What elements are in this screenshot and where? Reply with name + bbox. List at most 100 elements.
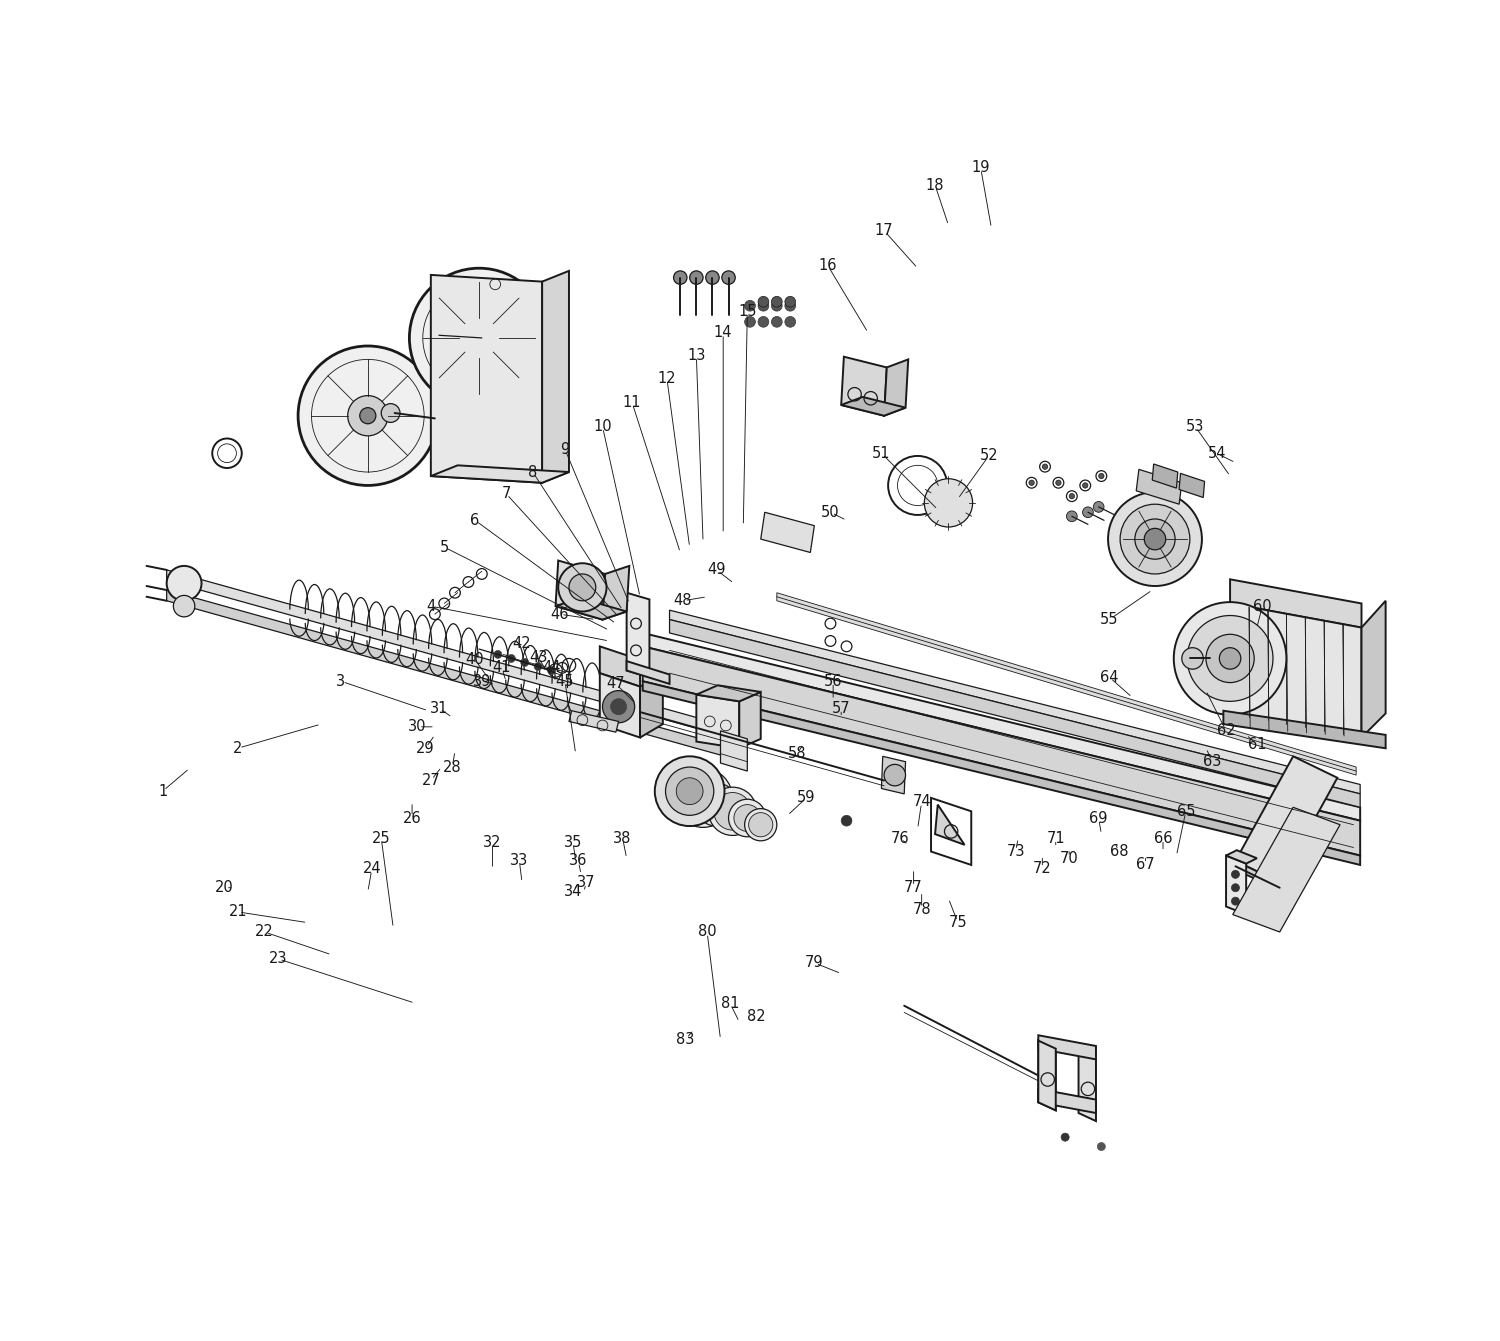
Polygon shape bbox=[1136, 469, 1182, 504]
Circle shape bbox=[729, 799, 766, 837]
Polygon shape bbox=[1236, 861, 1284, 892]
Polygon shape bbox=[1226, 856, 1246, 915]
Text: 50: 50 bbox=[821, 504, 840, 520]
Circle shape bbox=[674, 768, 732, 827]
Circle shape bbox=[748, 813, 772, 837]
Circle shape bbox=[1182, 648, 1203, 669]
Text: 32: 32 bbox=[483, 834, 502, 850]
Polygon shape bbox=[1038, 1041, 1056, 1110]
Circle shape bbox=[1174, 602, 1287, 715]
Polygon shape bbox=[1233, 807, 1340, 932]
Circle shape bbox=[1144, 528, 1166, 550]
Circle shape bbox=[1136, 519, 1174, 559]
Text: 73: 73 bbox=[1007, 843, 1025, 860]
Text: 6: 6 bbox=[471, 512, 480, 528]
Text: 30: 30 bbox=[408, 719, 426, 735]
Circle shape bbox=[1120, 504, 1190, 574]
Circle shape bbox=[681, 776, 724, 819]
Polygon shape bbox=[1226, 850, 1257, 864]
Text: 19: 19 bbox=[972, 160, 990, 176]
Polygon shape bbox=[1152, 464, 1178, 488]
Polygon shape bbox=[1038, 1089, 1096, 1113]
Circle shape bbox=[734, 805, 760, 831]
Text: 56: 56 bbox=[824, 673, 843, 689]
Text: 51: 51 bbox=[871, 445, 891, 461]
Circle shape bbox=[1232, 870, 1239, 878]
Circle shape bbox=[771, 316, 782, 327]
Circle shape bbox=[1220, 648, 1240, 669]
Circle shape bbox=[656, 756, 724, 826]
Circle shape bbox=[1083, 483, 1088, 488]
Text: 60: 60 bbox=[1252, 598, 1272, 614]
Circle shape bbox=[1206, 634, 1254, 683]
Text: 63: 63 bbox=[1203, 754, 1222, 770]
Circle shape bbox=[771, 300, 782, 311]
Text: 61: 61 bbox=[1248, 736, 1266, 752]
Polygon shape bbox=[720, 731, 747, 771]
Text: 59: 59 bbox=[796, 790, 816, 806]
Text: 10: 10 bbox=[592, 418, 612, 434]
Polygon shape bbox=[842, 397, 906, 416]
Circle shape bbox=[360, 408, 376, 424]
Polygon shape bbox=[934, 805, 964, 845]
Polygon shape bbox=[1038, 1041, 1056, 1110]
Text: 66: 66 bbox=[1154, 830, 1173, 846]
Polygon shape bbox=[1179, 473, 1204, 498]
Circle shape bbox=[494, 650, 502, 658]
Circle shape bbox=[784, 296, 795, 307]
Text: 54: 54 bbox=[1208, 445, 1225, 461]
Polygon shape bbox=[1362, 601, 1386, 738]
Circle shape bbox=[744, 809, 777, 841]
Circle shape bbox=[1108, 492, 1202, 586]
Circle shape bbox=[722, 271, 735, 284]
Polygon shape bbox=[542, 271, 568, 483]
Circle shape bbox=[348, 396, 388, 436]
Circle shape bbox=[459, 318, 500, 358]
Polygon shape bbox=[627, 661, 669, 684]
Text: 4: 4 bbox=[426, 598, 435, 614]
Text: 31: 31 bbox=[429, 700, 448, 716]
Circle shape bbox=[298, 346, 438, 485]
Text: 8: 8 bbox=[528, 464, 537, 480]
Text: 65: 65 bbox=[1176, 803, 1196, 819]
Text: 26: 26 bbox=[404, 810, 422, 826]
Text: 72: 72 bbox=[1034, 861, 1052, 877]
Circle shape bbox=[471, 330, 488, 346]
Polygon shape bbox=[642, 633, 1360, 821]
Circle shape bbox=[1232, 884, 1239, 892]
Polygon shape bbox=[555, 598, 627, 620]
Text: 38: 38 bbox=[614, 830, 632, 846]
Text: 11: 11 bbox=[622, 394, 640, 410]
Polygon shape bbox=[642, 646, 1360, 856]
Circle shape bbox=[708, 787, 756, 835]
Polygon shape bbox=[1224, 711, 1386, 748]
Text: 40: 40 bbox=[466, 652, 484, 668]
Circle shape bbox=[410, 268, 549, 408]
Text: 62: 62 bbox=[1216, 723, 1236, 739]
Text: 45: 45 bbox=[555, 673, 574, 689]
Text: 17: 17 bbox=[874, 223, 894, 239]
Polygon shape bbox=[555, 561, 604, 620]
Circle shape bbox=[714, 793, 752, 830]
Polygon shape bbox=[777, 593, 1356, 775]
Text: 36: 36 bbox=[568, 853, 588, 869]
Text: 22: 22 bbox=[255, 924, 274, 940]
Circle shape bbox=[520, 658, 528, 666]
Text: 67: 67 bbox=[1137, 857, 1155, 873]
Text: 82: 82 bbox=[747, 1008, 766, 1025]
Text: 18: 18 bbox=[926, 177, 945, 193]
Polygon shape bbox=[696, 685, 760, 701]
Text: 39: 39 bbox=[472, 673, 490, 689]
Polygon shape bbox=[740, 692, 760, 748]
Text: 55: 55 bbox=[1100, 611, 1119, 628]
Circle shape bbox=[1070, 493, 1074, 499]
Polygon shape bbox=[600, 646, 640, 687]
Text: 70: 70 bbox=[1060, 850, 1078, 866]
Polygon shape bbox=[166, 570, 730, 738]
Polygon shape bbox=[696, 695, 740, 748]
Text: 49: 49 bbox=[706, 562, 726, 578]
Text: 75: 75 bbox=[948, 915, 968, 931]
Text: 35: 35 bbox=[564, 834, 582, 850]
Polygon shape bbox=[1038, 1035, 1096, 1059]
Text: 77: 77 bbox=[904, 880, 922, 896]
